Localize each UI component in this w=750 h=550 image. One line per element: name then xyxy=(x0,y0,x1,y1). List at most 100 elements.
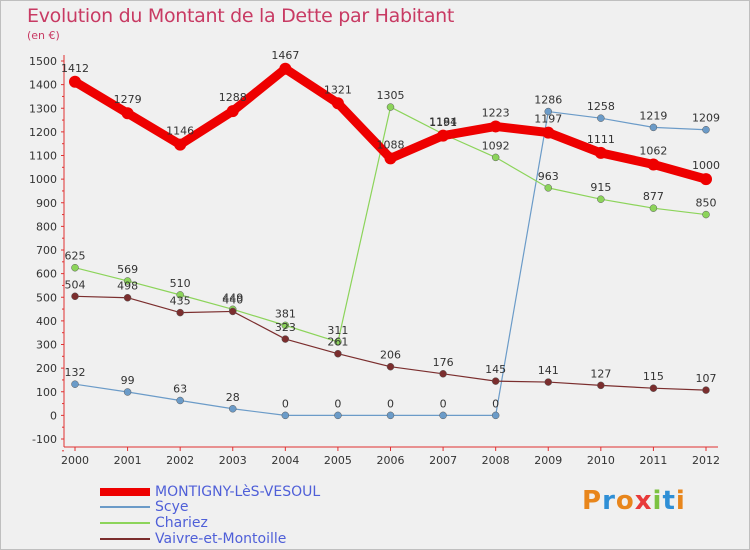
data-point xyxy=(176,308,184,317)
x-tick-label: 2001 xyxy=(114,454,142,467)
data-label: 1209 xyxy=(692,112,720,125)
data-label: 115 xyxy=(643,370,664,383)
logo-letter: i xyxy=(652,486,663,516)
y-tick-label: 400 xyxy=(36,315,57,328)
data-label: 1000 xyxy=(692,159,720,172)
legend-item-scye: Scye xyxy=(100,499,420,515)
logo-letter: i xyxy=(675,486,686,516)
legend-swatch-vaivre xyxy=(100,538,150,540)
data-label: 1111 xyxy=(587,133,615,146)
data-label: 625 xyxy=(65,250,86,263)
data-point xyxy=(334,349,342,358)
data-point xyxy=(439,370,447,378)
data-label: 28 xyxy=(226,391,240,404)
x-tick-label: 2006 xyxy=(377,454,405,467)
data-point xyxy=(226,105,239,118)
data-label: 1412 xyxy=(61,62,89,75)
y-tick-label: 800 xyxy=(36,220,57,233)
data-point xyxy=(386,411,395,420)
data-label: 1184 xyxy=(429,116,457,129)
y-tick-label: 600 xyxy=(36,268,57,281)
legend-swatch-chariez xyxy=(100,522,150,524)
data-label: 323 xyxy=(275,321,296,334)
x-tick-label: 2004 xyxy=(271,454,299,467)
data-label: 145 xyxy=(485,363,506,376)
data-point xyxy=(386,103,395,111)
data-point xyxy=(594,146,607,159)
data-label: 1223 xyxy=(482,106,510,119)
data-label: 850 xyxy=(696,197,717,210)
data-point xyxy=(71,292,79,301)
data-label: 504 xyxy=(65,278,86,291)
data-label: 1191 xyxy=(429,116,457,129)
data-label: 311 xyxy=(327,324,348,337)
series-lines xyxy=(69,62,712,420)
y-tick-label: 1200 xyxy=(29,126,57,139)
data-label: 1258 xyxy=(587,100,615,113)
y-tick-label: -100 xyxy=(32,433,57,446)
data-point xyxy=(597,195,605,203)
data-label: 440 xyxy=(222,293,243,306)
data-label: 1286 xyxy=(534,94,562,107)
legend-item-vaivre: Vaivre-et-Montoille xyxy=(100,531,420,547)
data-point xyxy=(491,377,500,385)
data-point xyxy=(489,120,502,133)
data-label: 1288 xyxy=(219,91,247,104)
data-label: 0 xyxy=(334,397,341,410)
data-point xyxy=(544,378,552,386)
data-label: 449 xyxy=(222,291,243,304)
x-tick-label: 2009 xyxy=(534,454,562,467)
x-tick-label: 2011 xyxy=(639,454,667,467)
chart-title: Evolution du Montant de la Dette par Hab… xyxy=(27,5,455,27)
data-label: 107 xyxy=(696,372,717,385)
data-label: 127 xyxy=(590,367,611,380)
logo-letter: o xyxy=(615,486,635,516)
data-label: 510 xyxy=(170,277,191,290)
chart-unit: (en €) xyxy=(27,29,60,42)
data-label: 381 xyxy=(275,307,296,320)
data-label: 261 xyxy=(327,336,348,349)
data-point xyxy=(176,396,184,405)
axes: -100010020030040050060070080090010001100… xyxy=(29,55,720,467)
data-label: 176 xyxy=(433,356,454,369)
y-tick-label: 1300 xyxy=(29,102,57,115)
data-label: 498 xyxy=(117,280,138,293)
data-label: 0 xyxy=(440,397,447,410)
logo-letter: P xyxy=(582,486,603,516)
data-point xyxy=(597,114,605,122)
data-point xyxy=(71,380,79,388)
data-label: 1321 xyxy=(324,83,352,96)
data-point xyxy=(384,152,397,165)
data-point xyxy=(700,173,712,186)
data-point xyxy=(491,411,500,420)
data-label: 963 xyxy=(538,170,559,183)
data-label: 0 xyxy=(387,397,394,410)
legend-item-montigny: MONTIGNY-LèS-VESOUL xyxy=(100,484,420,500)
data-point xyxy=(123,277,132,285)
y-tick-label: 1400 xyxy=(29,79,57,92)
data-point xyxy=(281,335,290,343)
y-tick-label: 0 xyxy=(50,409,57,422)
data-label: 1092 xyxy=(482,139,510,152)
data-point xyxy=(649,123,658,132)
data-point xyxy=(334,338,342,346)
data-point xyxy=(174,138,187,151)
data-label: 141 xyxy=(538,364,559,377)
data-point xyxy=(279,62,292,75)
data-label: 1146 xyxy=(166,125,194,138)
data-label: 1197 xyxy=(534,113,562,126)
legend-label-vaivre: Vaivre-et-Montoille xyxy=(155,531,287,547)
y-tick-label: 100 xyxy=(36,386,57,399)
legend-label-montigny: MONTIGNY-LèS-VESOUL xyxy=(155,484,321,500)
x-tick-label: 2002 xyxy=(166,454,194,467)
data-point xyxy=(647,158,660,171)
legend-swatch-montigny xyxy=(100,488,150,496)
data-label: 1219 xyxy=(639,109,667,122)
y-tick-label: 900 xyxy=(36,197,57,210)
data-point xyxy=(123,293,132,302)
data-point xyxy=(331,97,344,110)
data-label: 1062 xyxy=(639,144,667,157)
data-label: 1467 xyxy=(271,49,299,62)
y-tick-label: 300 xyxy=(36,339,57,352)
